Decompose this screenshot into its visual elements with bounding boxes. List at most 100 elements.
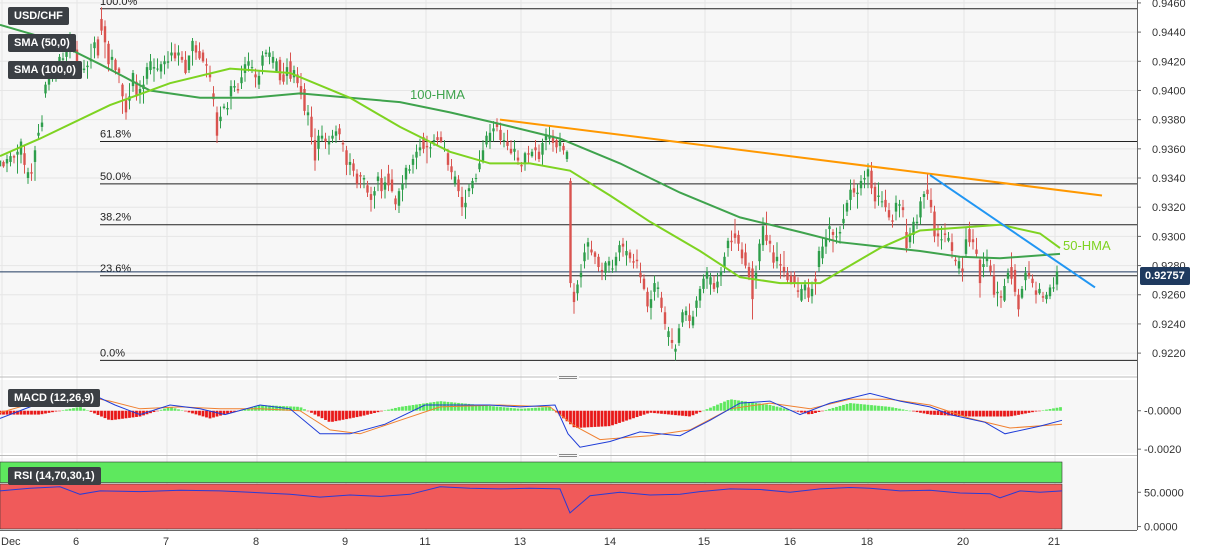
candle-body — [114, 59, 117, 71]
candle-body — [856, 192, 859, 195]
macd-histogram-bar — [870, 405, 873, 411]
macd-histogram-bar — [989, 410, 992, 417]
macd-histogram-bar — [919, 410, 922, 413]
panel-resize-handle-2[interactable] — [557, 453, 579, 458]
macd-histogram-bar — [1013, 410, 1017, 416]
axis-layer: Dec 6 7 8 9 11 13 14 15 16 18 20 21 0.9460 0.9440 0.942… — [0, 0, 1186, 548]
macd-histogram-bar — [180, 410, 184, 411]
candle-body — [26, 172, 30, 179]
candle-body — [327, 141, 331, 145]
macd-histogram-bar — [705, 409, 709, 411]
macd-histogram-bar — [604, 410, 607, 427]
candle-body — [156, 68, 159, 70]
candle-body — [765, 234, 768, 241]
macd-histogram-bar — [807, 410, 810, 415]
macd-histogram-bar — [131, 410, 135, 418]
macd-histogram-bar — [103, 410, 107, 419]
candle-body — [618, 245, 621, 253]
candle-body — [576, 284, 579, 294]
grid — [0, 0, 1137, 530]
candle-body — [537, 151, 541, 160]
candle-body — [226, 107, 229, 110]
candle-body — [205, 64, 208, 66]
macd-histogram-bar — [978, 410, 982, 417]
candle-body — [107, 43, 110, 65]
macd-histogram-bar — [51, 410, 54, 413]
panel-resize-handle-1[interactable] — [557, 375, 579, 380]
candle-body — [488, 132, 492, 142]
candle-body — [572, 291, 576, 303]
macd-histogram-bar — [534, 407, 537, 411]
macd-histogram-bar — [614, 410, 618, 425]
macd-histogram-bar — [506, 407, 509, 411]
macd-histogram-bar — [968, 410, 971, 417]
candle-body — [541, 142, 544, 155]
candle-body — [257, 75, 261, 85]
macd-histogram-bar — [233, 410, 236, 412]
candle-body — [1017, 294, 1020, 310]
macd-histogram-bar — [915, 410, 919, 413]
macd-histogram-bar — [691, 410, 695, 416]
candle-body — [1027, 272, 1031, 276]
macd-histogram-bar — [37, 410, 40, 415]
candle-body — [86, 65, 89, 68]
macd-histogram-bar — [156, 410, 159, 412]
y-tick-label: 0.9240 — [1152, 319, 1186, 331]
macd-histogram-bar — [387, 409, 390, 411]
macd-histogram-bar — [390, 408, 394, 411]
macd-histogram-bar — [261, 405, 264, 411]
macd-histogram-bar — [810, 410, 814, 415]
sma50-legend[interactable]: SMA (50,0) — [8, 34, 76, 52]
macd-histogram-bar — [583, 410, 586, 428]
macd-histogram-bar — [296, 406, 299, 411]
last-price-tag: 0.92757 — [1140, 267, 1190, 285]
macd-legend[interactable]: MACD (12,26,9) — [8, 389, 101, 407]
candle-body — [943, 233, 947, 235]
macd-histogram-bar — [590, 410, 593, 428]
candle-body — [219, 116, 222, 122]
candle-body — [667, 331, 670, 338]
candle-body — [436, 137, 439, 141]
macd-histogram-bar — [373, 410, 376, 414]
rsi-layer — [0, 461, 1063, 530]
sma50-line — [0, 67, 1061, 285]
rsi-legend[interactable]: RSI (14,70,30,1) — [8, 467, 101, 485]
candle-body — [390, 179, 394, 192]
macd-histogram-bar — [992, 410, 996, 417]
candle-body — [194, 45, 198, 53]
candle-body — [478, 163, 481, 170]
candle-body — [978, 259, 982, 284]
candle-body — [187, 55, 191, 71]
candle-body — [814, 278, 817, 282]
macd-histogram-bar — [467, 403, 471, 411]
candle-body — [1048, 287, 1052, 297]
candle-body — [320, 135, 324, 139]
candle-body — [166, 61, 170, 63]
macd-histogram-bar — [957, 410, 961, 416]
macd-histogram-bar — [114, 410, 117, 420]
macd-histogram-bar — [894, 408, 898, 411]
candle-body — [548, 137, 551, 139]
macd-histogram-bar — [761, 403, 765, 411]
sma100-legend[interactable]: SMA (100,0) — [8, 61, 82, 79]
macd-histogram-bar — [61, 410, 65, 411]
candle-body — [954, 259, 957, 262]
candle-body — [803, 284, 807, 291]
macd-histogram-bar — [495, 406, 499, 411]
macd-histogram-bar — [170, 407, 173, 411]
candle-body — [131, 72, 135, 87]
macd-histogram-bar — [58, 410, 61, 412]
candle-body — [474, 178, 478, 180]
macd-histogram-bar — [537, 407, 541, 411]
candle-body — [873, 186, 877, 202]
y-tick-label: 0.9360 — [1152, 144, 1186, 156]
candle-body — [19, 141, 23, 155]
candle-body — [387, 173, 390, 186]
macd-histogram-bar — [1027, 410, 1031, 413]
macd-histogram-bar — [758, 403, 761, 411]
candle-body — [275, 61, 278, 72]
candle-body — [201, 52, 205, 62]
candle-body — [922, 194, 926, 197]
symbol-badge[interactable]: USD/CHF — [8, 7, 69, 25]
fib-level-label: 50.0% — [100, 171, 131, 183]
